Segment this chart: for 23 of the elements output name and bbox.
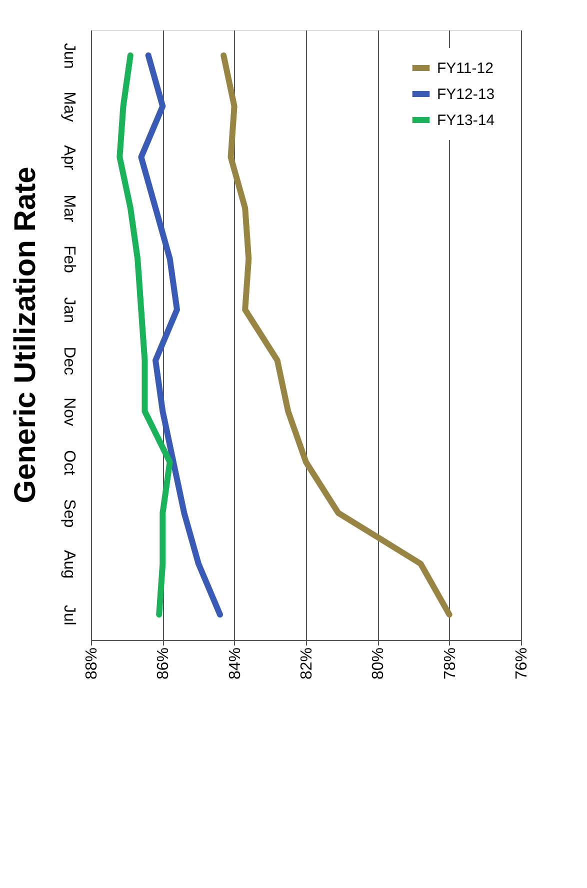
x-tick-label: 86% [155,648,172,680]
y-tick-label: Apr [60,145,78,171]
y-tick-label: Jul [60,604,78,626]
y-tick-label: May [60,92,78,122]
y-tick-label: Mar [60,194,78,223]
y-tick-label: Sep [60,499,78,528]
legend-label: FY13-14 [437,112,495,129]
x-tick-label: 80% [370,648,388,680]
y-tick-label: Nov [60,398,78,426]
x-tick-label: 88% [84,648,100,680]
x-tick-label: 76% [514,648,530,680]
y-tick-label: Jun [60,43,78,69]
y-tick-label: Dec [60,346,78,376]
y-tick-label: Oct [60,450,78,476]
y-tick-label: Jan [60,297,78,323]
x-tick-label: 78% [442,648,459,680]
y-tick-label: Aug [60,550,78,578]
x-tick-label: 84% [226,648,244,680]
x-tick-label: 82% [298,648,316,680]
y-tick-label: Feb [60,245,78,274]
text: Generic Utilization Rate [9,166,42,504]
legend-label: FY12-13 [437,86,495,103]
legend-label: FY11-12 [437,60,494,77]
